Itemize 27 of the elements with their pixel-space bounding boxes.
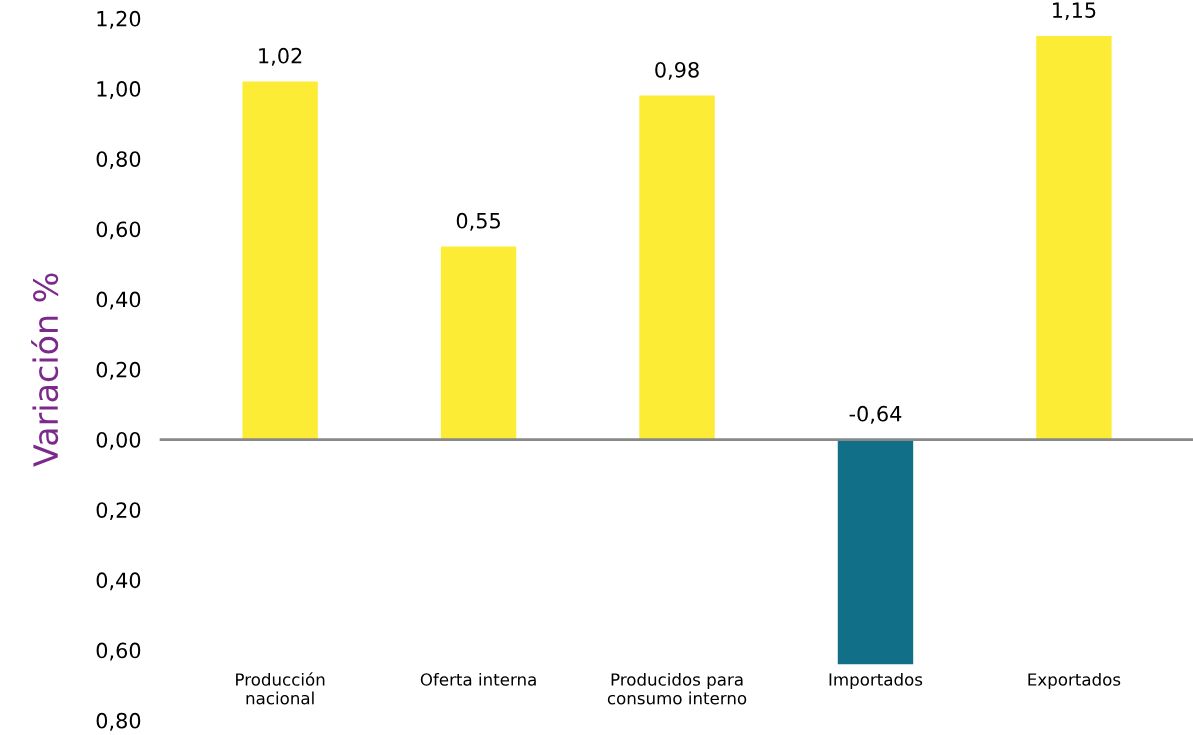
y-tick-label: 0,40 [96,291,141,310]
y-tick-label: 0,60 [96,642,141,661]
x-tick-label: Oferta interna [420,672,536,686]
data-label: -0,64 [849,405,902,424]
bar [639,95,715,440]
y-tick-label: 1,00 [97,81,141,99]
y-tick-label: 0,20 [96,361,141,380]
y-tick-label: 0,80 [96,712,141,731]
y-tick-label: 1,20 [97,10,141,29]
data-label: 1,02 [259,47,302,66]
y-tick-label: 0,40 [96,572,141,591]
data-label: 0,98 [655,61,699,80]
x-tick-label: Importados [829,672,923,690]
bar [242,81,318,440]
data-label: 1,15 [1053,2,1096,21]
y-axis-title: Variación % [31,273,59,467]
x-tick-label: Producidos para consumo interno [607,672,747,705]
x-tick-label: Exportados [1028,672,1121,690]
bar [440,246,517,440]
y-tick-label: 0,20 [96,502,141,521]
y-tick-label: 0,80 [96,151,141,170]
y-tick-label: 0,00 [96,431,141,450]
y-tick-label: 0,60 [96,221,141,240]
x-tick-label: Producción nacional [236,672,325,705]
data-label: 0,55 [456,212,500,231]
bar [1036,35,1112,440]
bar [837,439,914,665]
